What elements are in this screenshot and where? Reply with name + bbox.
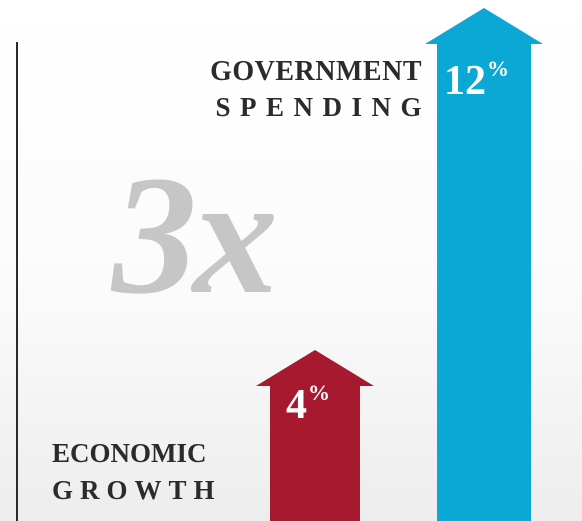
economic-growth-value-unit: % [308, 380, 330, 405]
economic-growth-label-line1: ECONOMIC [52, 438, 207, 468]
economic-growth-label-line2: GROWTH [52, 475, 222, 505]
arrow-bar-government-spending [425, 8, 543, 521]
arrow-bar-economic-growth [256, 350, 374, 521]
government-spending-value-label: 12% [444, 58, 509, 104]
government-spending-value-unit: % [487, 56, 509, 81]
multiplier-annotation: 3x [112, 141, 278, 329]
arrow-bars [256, 8, 543, 521]
government-spending-label-line1: GOVERNMENT [210, 56, 422, 87]
economic-growth-value-label: 4% [286, 382, 330, 428]
economic-growth-value-number: 4 [286, 382, 307, 428]
government-spending-value-number: 12 [444, 58, 486, 104]
government-spending-label-line2: SPENDING [215, 92, 431, 122]
